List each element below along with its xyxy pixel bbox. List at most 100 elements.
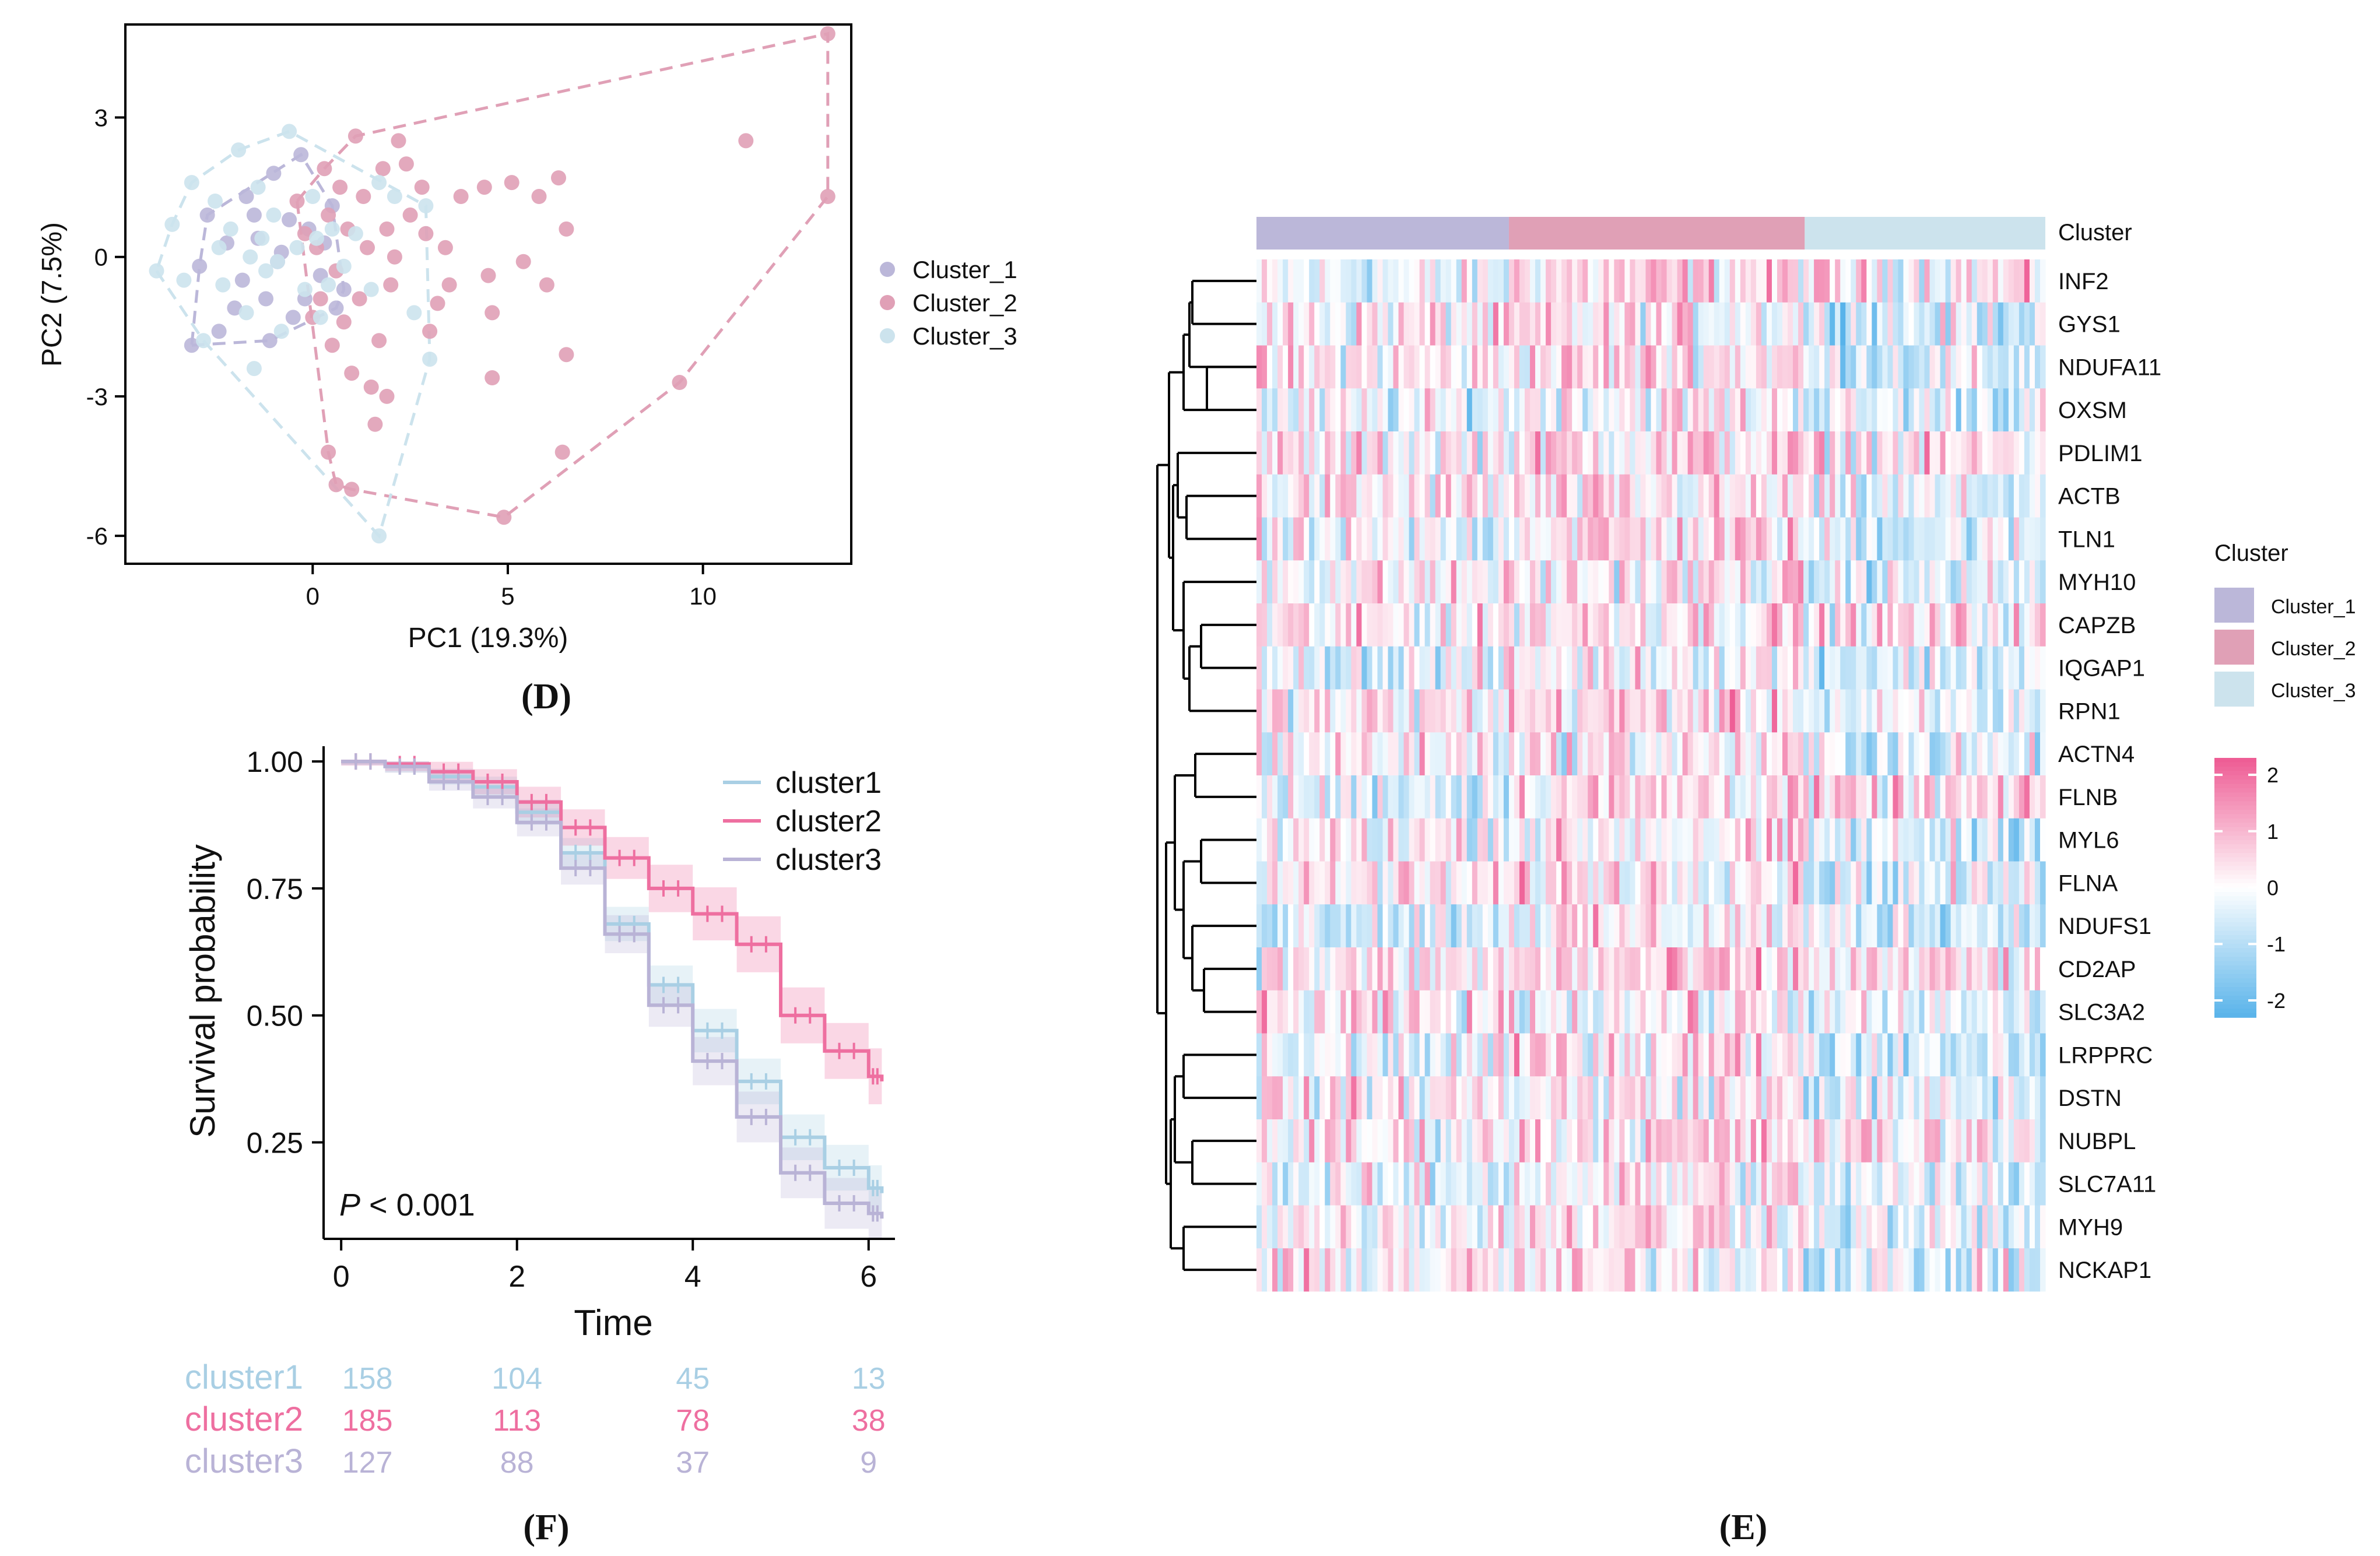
- heatmap-cell: [1803, 1248, 1809, 1292]
- heatmap-cell: [1588, 560, 1593, 604]
- heatmap-cell: [1298, 1248, 1304, 1292]
- heatmap-cell: [1477, 431, 1483, 475]
- heatmap-cell: [1619, 1248, 1625, 1292]
- heatmap-cell: [1961, 861, 1967, 905]
- heatmap-cell: [1614, 302, 1620, 346]
- heatmap-cell: [1766, 517, 1772, 561]
- heatmap-cell: [1656, 517, 1662, 561]
- heatmap-cell: [1535, 861, 1541, 905]
- heatmap-cell: [1340, 302, 1346, 346]
- heatmap-cell: [1635, 431, 1641, 475]
- heatmap-cell: [1961, 259, 1967, 303]
- heatmap-cell: [2029, 517, 2035, 561]
- pca-hull-cluster-3: [155, 129, 431, 539]
- heatmap-cell: [1424, 1205, 1431, 1249]
- heatmap-cell: [1325, 1162, 1331, 1206]
- heatmap-cell: [1666, 947, 1673, 991]
- heatmap-cell: [2029, 689, 2035, 733]
- heatmap-cell: [1866, 947, 1872, 991]
- heatmap-cell: [1609, 345, 1614, 389]
- heatmap-cell: [1456, 1162, 1462, 1206]
- heatmap-cell: [1645, 990, 1652, 1034]
- heatmap-cell: [1388, 646, 1394, 690]
- heatmap-cell: [1819, 689, 1825, 733]
- heatmap-cell: [1693, 1033, 1699, 1077]
- heatmap-cell: [1551, 1119, 1557, 1163]
- heatmap-cell: [1567, 1033, 1572, 1077]
- heatmap-cell: [1546, 345, 1551, 389]
- heatmap-scale-step: [2214, 909, 2256, 914]
- heatmap-cell: [1672, 775, 1678, 819]
- heatmap-cell: [1330, 1205, 1336, 1249]
- heatmap-cell: [1950, 517, 1957, 561]
- heatmap-cell: [1977, 1033, 1983, 1077]
- heatmap-cell: [1693, 904, 1699, 948]
- heatmap-cell: [1950, 603, 1957, 647]
- heatmap-cell: [1267, 560, 1273, 604]
- heatmap-cell: [1866, 1076, 1872, 1120]
- heatmap-cell: [1903, 904, 1909, 948]
- heatmap-gene-label: TLN1: [2058, 526, 2115, 552]
- heatmap-cell: [1998, 302, 2004, 346]
- pca-point-cluster-2: [321, 207, 336, 223]
- heatmap-cell: [1572, 259, 1578, 303]
- heatmap-cell: [1908, 775, 1915, 819]
- heatmap-cell: [1819, 775, 1825, 819]
- heatmap-cell: [1525, 388, 1530, 432]
- heatmap-cell: [1372, 990, 1378, 1034]
- heatmap-cell: [1482, 259, 1489, 303]
- heatmap-cell: [1309, 818, 1315, 862]
- heatmap-cell: [1561, 302, 1567, 346]
- heatmap-cell: [1466, 345, 1473, 389]
- heatmap-cell: [1845, 1033, 1851, 1077]
- heatmap-cell: [1361, 861, 1368, 905]
- heatmap-cell: [1272, 1248, 1278, 1292]
- heatmap-cell: [1771, 904, 1778, 948]
- heatmap-cell: [1929, 302, 1936, 346]
- heatmap-cell: [1519, 474, 1525, 518]
- heatmap-cell: [1645, 775, 1652, 819]
- heatmap-cell: [1272, 1205, 1278, 1249]
- heatmap-cell: [1635, 517, 1641, 561]
- heatmap-cell: [1314, 603, 1320, 647]
- heatmap-cell: [1914, 1033, 1920, 1077]
- heatmap-cell: [1651, 1205, 1657, 1249]
- heatmap-cell: [1645, 861, 1652, 905]
- heatmap-cell: [1877, 474, 1883, 518]
- heatmap-cell: [1451, 732, 1457, 776]
- heatmap-cell: [1503, 818, 1510, 862]
- heatmap-cell: [1745, 947, 1751, 991]
- heatmap-cell: [1645, 474, 1652, 518]
- heatmap-cell: [1293, 1162, 1299, 1206]
- heatmap-cell: [1777, 1205, 1783, 1249]
- heatmap-cell: [1735, 560, 1741, 604]
- heatmap-cell: [1914, 689, 1920, 733]
- heatmap-cell: [1771, 1119, 1778, 1163]
- heatmap-cell: [1262, 1076, 1268, 1120]
- heatmap-cell: [1535, 259, 1541, 303]
- heatmap-cell: [1382, 818, 1389, 862]
- heatmap-cell: [1393, 431, 1399, 475]
- heatmap-cell: [1440, 474, 1447, 518]
- heatmap-cell: [1330, 818, 1336, 862]
- heatmap-cell: [1708, 345, 1715, 389]
- heatmap-cell: [1682, 990, 1689, 1034]
- heatmap-cell: [1635, 689, 1641, 733]
- km-risk-count: 45: [676, 1362, 710, 1396]
- heatmap-cell: [1256, 1033, 1262, 1077]
- heatmap-cell: [1372, 818, 1378, 862]
- heatmap-cell: [1609, 818, 1614, 862]
- heatmap-cell: [1272, 603, 1278, 647]
- heatmap-cell: [1788, 517, 1793, 561]
- heatmap-cell: [1461, 302, 1468, 346]
- heatmap-cell: [2024, 689, 2030, 733]
- heatmap-cell: [1729, 431, 1736, 475]
- heatmap-scale-step: [2214, 930, 2256, 936]
- heatmap-cell: [1645, 1119, 1652, 1163]
- heatmap-cell: [1640, 388, 1647, 432]
- heatmap-cell: [1824, 1033, 1830, 1077]
- heatmap-scale-step: [2214, 914, 2256, 919]
- heatmap-cell: [1298, 947, 1304, 991]
- heatmap-cell: [1582, 388, 1588, 432]
- heatmap-cell: [1546, 861, 1551, 905]
